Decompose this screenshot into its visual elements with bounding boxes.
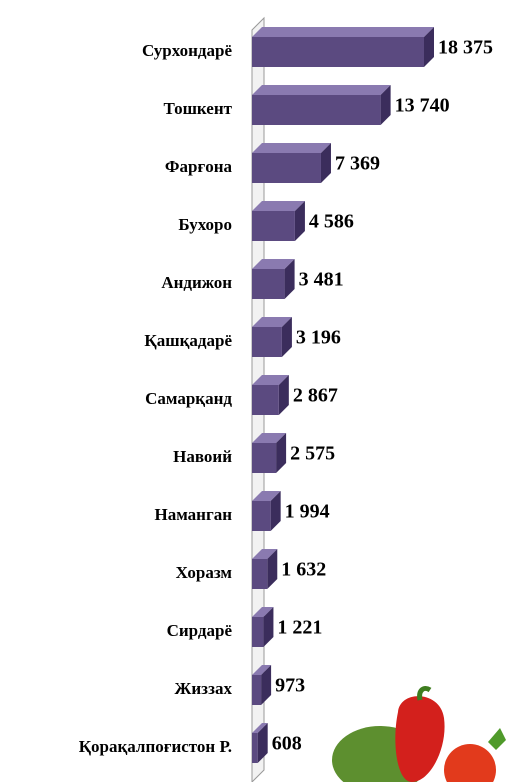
bar: [252, 317, 292, 357]
bar: [252, 433, 286, 473]
value-label: 3 196: [296, 327, 341, 349]
bar-front: [252, 327, 282, 357]
value-label: 2 867: [293, 385, 338, 407]
bar-front: [252, 153, 321, 183]
bar: [252, 375, 289, 415]
value-label: 1 221: [277, 617, 322, 639]
chart: Сурхондарё 18 375 Тошкент 13 740 Фарғона 7 36…: [0, 0, 516, 782]
bar-front: [252, 617, 263, 647]
category-label: Тошкент: [164, 99, 233, 118]
vegetables-decoration: [332, 688, 506, 782]
category-label: Жиззах: [175, 679, 233, 698]
bar-front: [252, 211, 295, 241]
category-label: Сурхондарё: [142, 41, 233, 60]
bar-front: [252, 501, 271, 531]
category-label: Бухоро: [178, 215, 232, 234]
value-label: 973: [275, 675, 305, 697]
value-label: 608: [272, 733, 302, 755]
bar-front: [252, 733, 258, 763]
category-label: Андижон: [161, 273, 232, 292]
bar-front: [252, 269, 285, 299]
bar: [252, 143, 331, 183]
bar-front: [252, 37, 424, 67]
category-label: Самарқанд: [145, 389, 232, 408]
value-label: 3 481: [299, 269, 344, 291]
category-label: Сирдарё: [167, 621, 233, 640]
bar-front: [252, 95, 381, 125]
category-label: Қорақалпоғистон Р.: [79, 737, 232, 756]
bar-front: [252, 559, 267, 589]
bar-front: [252, 385, 279, 415]
bar-top: [252, 143, 331, 153]
category-label: Қашқадарё: [144, 331, 232, 350]
category-label: Навоий: [173, 447, 232, 466]
bar-top: [252, 85, 391, 95]
value-label: 4 586: [309, 211, 354, 233]
value-label: 2 575: [290, 443, 335, 465]
value-label: 18 375: [438, 37, 493, 59]
category-label: Хоразм: [176, 563, 233, 582]
leaf: [488, 728, 506, 750]
bar: [252, 27, 434, 67]
bar-front: [252, 443, 276, 473]
value-label: 1 994: [285, 501, 330, 523]
bar: [252, 259, 295, 299]
category-label: Наманган: [155, 505, 233, 524]
pepper: [395, 696, 444, 782]
tomato: [444, 744, 496, 782]
bar: [252, 201, 305, 241]
bar: [252, 491, 281, 531]
value-label: 13 740: [395, 95, 450, 117]
bar-top: [252, 27, 434, 37]
bar: [252, 85, 391, 125]
value-label: 7 369: [335, 153, 380, 175]
value-label: 1 632: [281, 559, 326, 581]
category-label: Фарғона: [165, 157, 233, 176]
bar-front: [252, 675, 261, 705]
